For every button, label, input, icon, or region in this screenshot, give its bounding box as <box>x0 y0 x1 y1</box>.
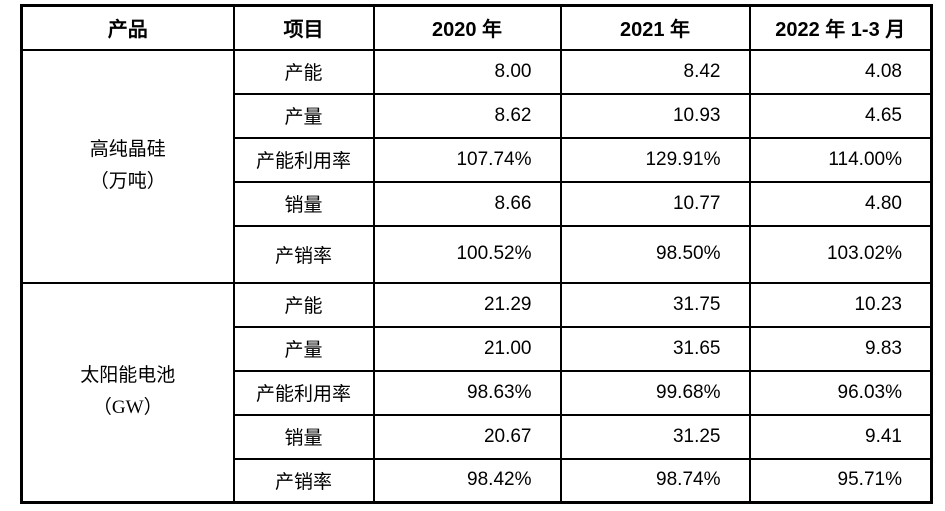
cell-value: 9.41 <box>748 413 933 460</box>
row-label: 产销率 <box>232 457 375 504</box>
product-name: 太阳能电池 <box>80 364 176 386</box>
cell-value: 10.93 <box>559 92 751 139</box>
cell-value: 10.23 <box>748 281 933 328</box>
row-label: 产量 <box>232 325 375 372</box>
row-label: 销量 <box>232 180 375 227</box>
cell-value: 95.71% <box>748 457 933 504</box>
cell-value: 98.63% <box>372 369 562 416</box>
cell-value: 103.02% <box>748 224 933 284</box>
cell-value: 8.42 <box>559 48 751 95</box>
cell-value: 8.00 <box>372 48 562 95</box>
cell-value: 114.00% <box>748 136 933 183</box>
cell-value: 4.65 <box>748 92 933 139</box>
cell-value: 21.29 <box>372 281 562 328</box>
table-row: 产能利用率 107.74% 129.91% 114.00% <box>22 136 933 183</box>
row-label: 销量 <box>232 413 375 460</box>
row-label: 产销率 <box>232 224 375 284</box>
cell-value: 99.68% <box>559 369 751 416</box>
table-row: 太阳能电池 （GW） 产能 21.29 31.75 10.23 <box>20 281 933 504</box>
table-row: 产能利用率 98.63% 99.68% 96.03% <box>22 369 933 416</box>
cell-value: 107.74% <box>372 136 562 183</box>
row-label: 产能 <box>232 48 375 95</box>
row-label: 产能利用率 <box>232 136 375 183</box>
cell-value: 8.62 <box>372 92 562 139</box>
cell-value: 96.03% <box>748 369 933 416</box>
col-header-year-2021: 2021 年 <box>559 4 751 51</box>
table-row: 产销率 98.42% 98.74% 95.71% <box>22 457 933 504</box>
cell-value: 4.80 <box>748 180 933 227</box>
row-label: 产量 <box>232 92 375 139</box>
table-row: 产量 8.62 10.93 4.65 <box>22 92 933 139</box>
product-group-label-silicon: 高纯晶硅 （万吨） <box>20 48 235 284</box>
col-header-item: 项目 <box>232 4 375 51</box>
table-row: 产销率 100.52% 98.50% 103.02% <box>22 224 933 284</box>
production-capacity-table: 产品 项目 2020 年 2021 年 2022 年 1-3 月 高纯晶硅 （万… <box>20 4 933 504</box>
cell-value: 98.74% <box>559 457 751 504</box>
cell-value: 98.50% <box>559 224 751 284</box>
row-label: 产能利用率 <box>232 369 375 416</box>
product-group-label-solar-cell: 太阳能电池 （GW） <box>20 281 235 504</box>
cell-value: 31.25 <box>559 413 751 460</box>
table-row: 销量 8.66 10.77 4.80 <box>22 180 933 227</box>
product-name: 高纯晶硅 <box>89 138 166 160</box>
col-header-2022-q1: 2022 年 1-3 月 <box>748 4 933 51</box>
cell-value: 31.75 <box>559 281 751 328</box>
table-row: 产量 21.00 31.65 9.83 <box>22 325 933 372</box>
product-unit: （GW） <box>92 397 163 419</box>
table-row: 销量 20.67 31.25 9.41 <box>22 413 933 460</box>
row-label: 产能 <box>232 281 375 328</box>
cell-value: 8.66 <box>372 180 562 227</box>
header-row: 产品 项目 2020 年 2021 年 2022 年 1-3 月 <box>20 4 933 51</box>
cell-value: 129.91% <box>559 136 751 183</box>
cell-value: 31.65 <box>559 325 751 372</box>
cell-value: 4.08 <box>748 48 933 95</box>
col-header-year-2020: 2020 年 <box>372 4 562 51</box>
product-unit: （万吨） <box>89 171 166 192</box>
cell-value: 21.00 <box>372 325 562 372</box>
table-row: 高纯晶硅 （万吨） 产能 8.00 8.42 4.08 <box>20 48 933 284</box>
cell-value: 9.83 <box>748 325 933 372</box>
cell-value: 98.42% <box>372 457 562 504</box>
cell-value: 10.77 <box>559 180 751 227</box>
cell-value: 20.67 <box>372 413 562 460</box>
cell-value: 100.52% <box>372 224 562 284</box>
col-header-product: 产品 <box>20 4 235 51</box>
